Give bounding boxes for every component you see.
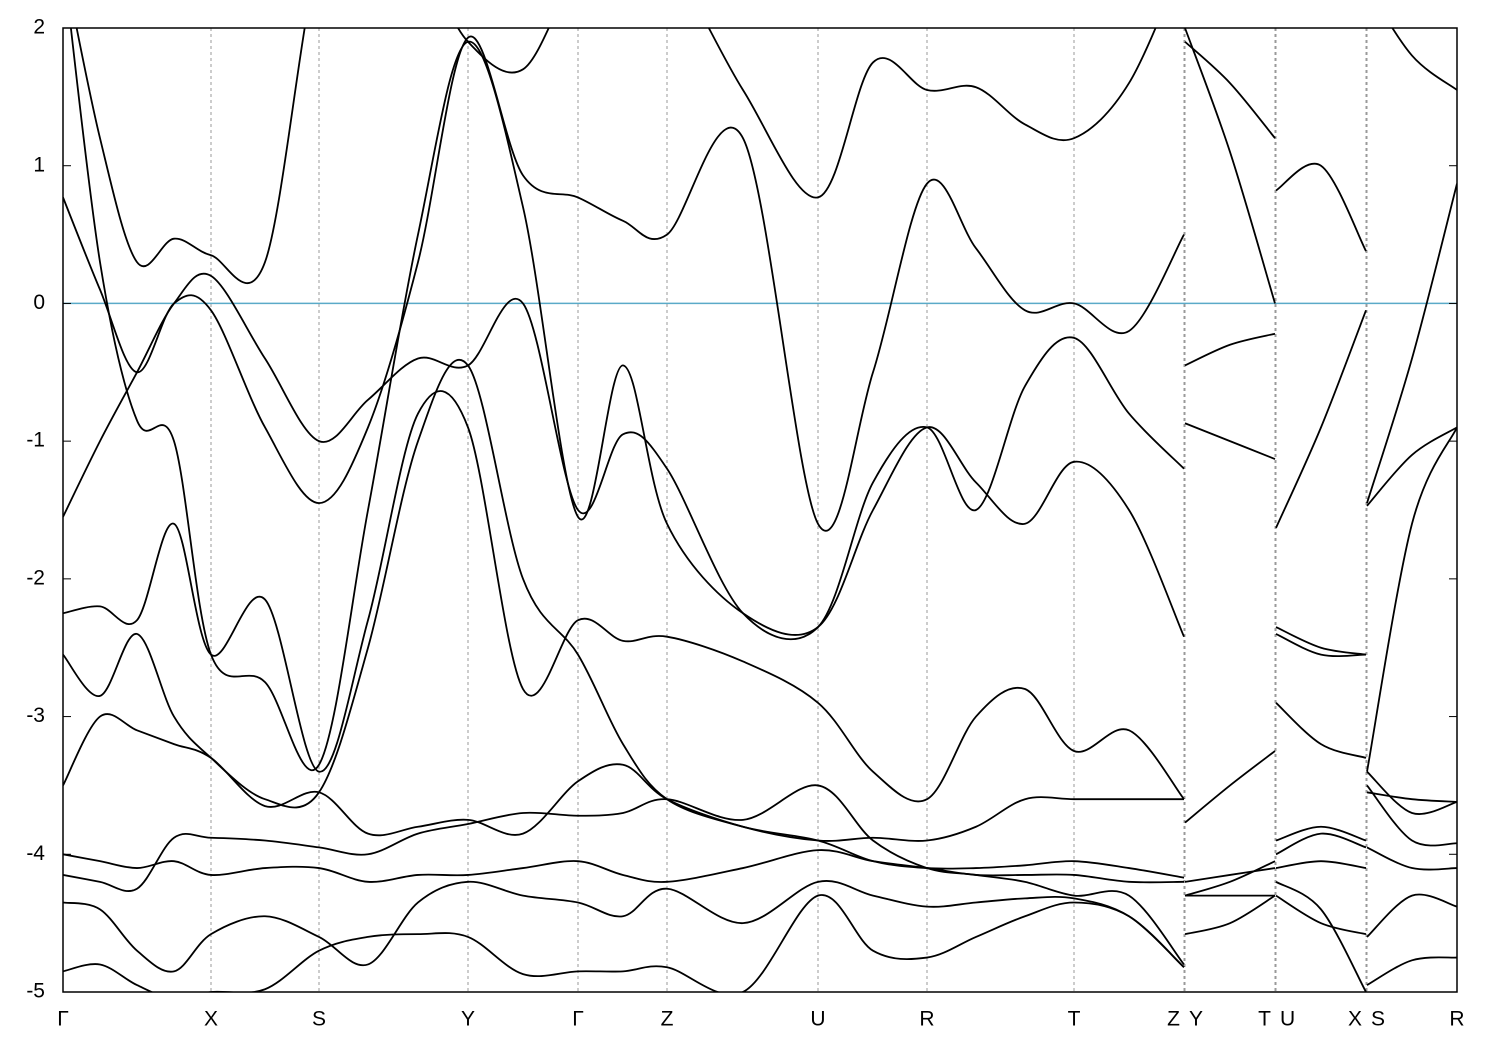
- band-line: [63, 713, 1457, 883]
- y-tick-label: -4: [26, 842, 45, 865]
- band-line: [63, 894, 1185, 992]
- x-tick-label: S: [312, 1008, 326, 1031]
- band-line: [63, 390, 1457, 824]
- y-tick-label: -5: [26, 980, 45, 1003]
- x-tick-label: Γ: [57, 1008, 69, 1031]
- band-line: [63, 272, 1457, 772]
- x-tick-label: X: [204, 1008, 218, 1031]
- y-tick-label: -3: [26, 704, 45, 727]
- x-tick-label: Γ: [572, 1008, 584, 1031]
- band-line: [69, 28, 1457, 771]
- x-tick-label: R: [1449, 1008, 1464, 1031]
- y-tick-label: 2: [33, 16, 45, 39]
- x-tick-label: X: [1348, 1008, 1362, 1031]
- x-tick-label: Z: [1167, 1008, 1180, 1031]
- x-tick-label: T: [1258, 1008, 1271, 1031]
- x-tick-label: Y: [1189, 1008, 1203, 1031]
- y-tick-label: 1: [33, 153, 45, 176]
- y-tick-label: -1: [26, 429, 45, 452]
- band-line: [63, 358, 1457, 897]
- x-tick-label: T: [1068, 1008, 1081, 1031]
- band-line: [75, 28, 1457, 285]
- band-line: [63, 28, 1457, 532]
- x-tick-label: U: [810, 1008, 825, 1031]
- x-tick-label: S: [1371, 1008, 1385, 1031]
- x-tick-label: U: [1280, 1008, 1295, 1031]
- x-tick-label: Y: [461, 1008, 475, 1031]
- plot-frame: [62, 27, 1458, 993]
- band-layer: [63, 28, 1457, 992]
- band-line: [63, 784, 1457, 966]
- x-tick-label: R: [919, 1008, 934, 1031]
- label-layer: 210-1-2-3-4-5Γ X S Y Γ Z U R T Z Y T U X S R: [26, 16, 1464, 1031]
- band-line: [63, 880, 1457, 992]
- band-line: [63, 846, 1457, 897]
- y-tick-label: -2: [26, 566, 45, 589]
- x-tick-label: Z: [661, 1008, 674, 1031]
- y-tick-label: 0: [33, 291, 45, 314]
